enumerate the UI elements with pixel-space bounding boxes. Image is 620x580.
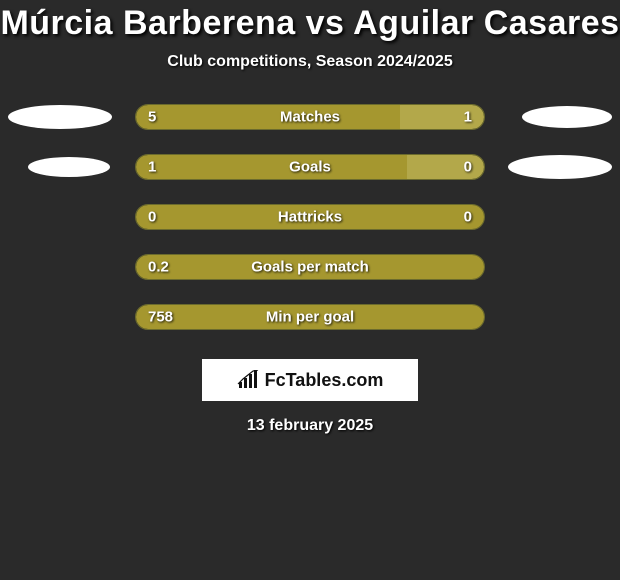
stat-row: 758 Min per goal [0, 303, 620, 331]
branding-text: FcTables.com [265, 370, 384, 391]
page-title: Múrcia Barberena vs Aguilar Casares [0, 4, 620, 43]
stat-value-left: 758 [148, 309, 173, 326]
stat-value-left: 1 [148, 159, 156, 176]
stat-label: Goals per match [251, 259, 369, 276]
branding-box[interactable]: FcTables.com [202, 359, 418, 401]
stat-value-right: 1 [464, 109, 472, 126]
stat-row: 0 0 Hattricks [0, 203, 620, 231]
stat-rows: 5 1 Matches 1 0 Goals 0 0 Hattricks 0.2 Goals per … [0, 103, 620, 331]
stat-bar-left [136, 105, 400, 129]
stat-label: Min per goal [266, 309, 354, 326]
comparison-widget: Múrcia Barberena vs Aguilar Casares Club… [0, 0, 620, 435]
stat-label: Hattricks [278, 209, 342, 226]
player-right-indicator [522, 106, 612, 128]
stat-row: 5 1 Matches [0, 103, 620, 131]
stat-value-left: 0 [148, 209, 156, 226]
stat-bar-left [136, 155, 407, 179]
stat-row: 1 0 Goals [0, 153, 620, 181]
stat-value-left: 0.2 [148, 259, 169, 276]
chart-icon [237, 370, 259, 390]
stat-value-left: 5 [148, 109, 156, 126]
player-left-indicator [8, 105, 112, 129]
stat-label: Goals [289, 159, 331, 176]
player-right-indicator [508, 155, 612, 179]
stat-bar-right [407, 155, 484, 179]
stat-value-right: 0 [464, 209, 472, 226]
stat-value-right: 0 [464, 159, 472, 176]
page-subtitle: Club competitions, Season 2024/2025 [0, 53, 620, 71]
update-date: 13 february 2025 [0, 417, 620, 435]
stat-row: 0.2 Goals per match [0, 253, 620, 281]
player-left-indicator [28, 157, 110, 177]
stat-label: Matches [280, 109, 340, 126]
